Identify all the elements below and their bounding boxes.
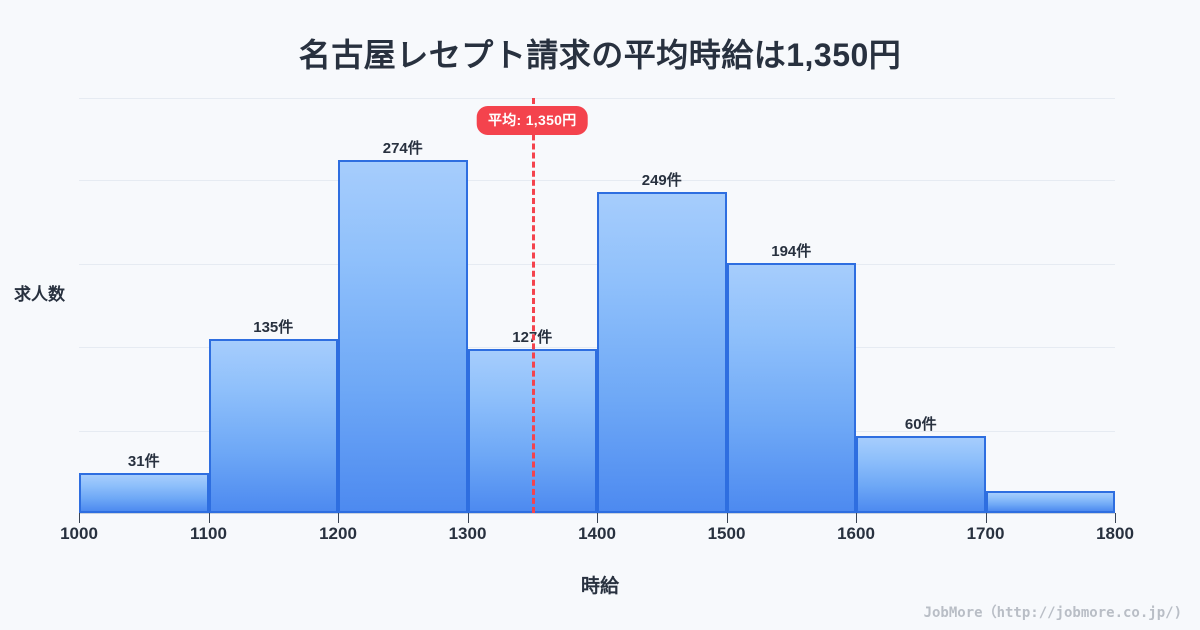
x-tick-label: 1400 (578, 524, 616, 543)
bar-value-label: 274件 (382, 139, 423, 157)
x-tick-label: 1000 (60, 524, 98, 543)
bar-value-label: 249件 (641, 172, 682, 190)
x-tick-label: 1100 (190, 524, 227, 543)
bar[interactable] (726, 262, 856, 513)
x-tick-label: 1500 (707, 524, 746, 543)
x-tick-mark (985, 513, 987, 523)
x-tick-label: 1700 (966, 524, 1005, 543)
x-tick-mark (856, 513, 857, 523)
gridline-4 (79, 98, 1115, 99)
x-tick-mark (1115, 513, 1116, 523)
x-tick-mark (726, 513, 728, 523)
bar-value-label: 31件 (127, 453, 160, 471)
bar[interactable] (597, 192, 727, 513)
x-tick-mark (338, 513, 339, 523)
x-tick-mark (467, 513, 469, 523)
x-tick-mark (208, 513, 210, 523)
chart-title: 名古屋レセプト請求の平均時給は1,350円 (298, 37, 902, 73)
mean-badge: 平均: 1,350円 (476, 106, 588, 135)
x-tick-label: 1200 (319, 524, 357, 543)
bar-value-label: 60件 (904, 415, 937, 433)
x-tick-mark (597, 513, 598, 523)
plot-area: 31件 135件 274件 127件 249件 194件 60件 平均: 1,350円 (79, 98, 1115, 513)
bar-value-label: 135件 (253, 319, 294, 336)
bar[interactable] (208, 339, 338, 513)
watermark: JobMore（http://jobmore.co.jp/) (923, 605, 1182, 621)
bar[interactable] (338, 159, 468, 513)
x-tick-label: 1300 (448, 524, 487, 543)
bar[interactable] (985, 491, 1115, 513)
x-tick-label: 1800 (1096, 524, 1134, 543)
bar[interactable] (79, 473, 209, 513)
bar[interactable] (856, 435, 986, 513)
x-tick-label: 1600 (837, 524, 875, 543)
gridline-3 (79, 180, 1115, 182)
y-axis-title: 求人数 (14, 285, 65, 304)
mean-line (532, 98, 536, 513)
bar-value-label: 194件 (771, 242, 812, 260)
x-axis-title: 時給 (580, 576, 619, 597)
x-tick-mark (79, 513, 80, 523)
